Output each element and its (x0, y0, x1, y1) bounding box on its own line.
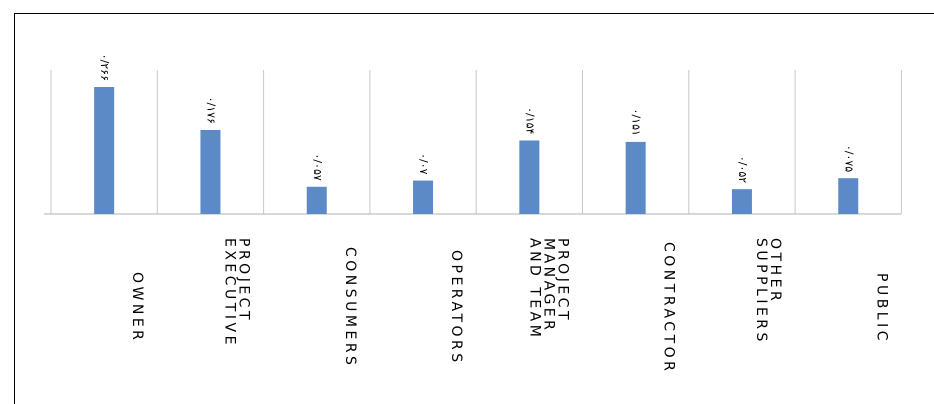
value-label: ۰/۲۶۶ (98, 54, 111, 81)
value-label: ۰/۰۷ (417, 153, 430, 175)
bar (200, 129, 221, 214)
x-tick-label: CONSUMERS (341, 247, 358, 369)
x-tick-label: CONTRACTOR (660, 241, 677, 375)
value-label: ۰/۰۵۲ (736, 156, 749, 183)
x-tick-label: OWNER (129, 272, 146, 344)
bar (519, 140, 540, 214)
value-label: ۰/۱۵۴ (523, 107, 536, 134)
bar (94, 87, 115, 214)
value-label: ۰/۱۵۱ (630, 109, 643, 136)
value-label: ۰/۱۷۶ (204, 97, 217, 124)
x-tick-label: PROJECT MANAGER AND TEAM (526, 238, 571, 341)
bar (838, 178, 859, 214)
bar (413, 180, 434, 214)
x-tick-label: PROJECT EXECUTIVE (221, 238, 252, 348)
frame (14, 13, 934, 404)
bar (731, 189, 752, 214)
bar (625, 141, 646, 214)
bar (306, 186, 327, 214)
x-tick-label: OTHER SUPPLIERS (752, 238, 783, 345)
value-label: ۰/۰۵۷ (311, 153, 324, 180)
x-tick-label: PUBLIC (873, 272, 890, 344)
x-tick-label: OPERATORS (448, 250, 465, 366)
value-label: ۰/۰۷۵ (842, 145, 855, 172)
